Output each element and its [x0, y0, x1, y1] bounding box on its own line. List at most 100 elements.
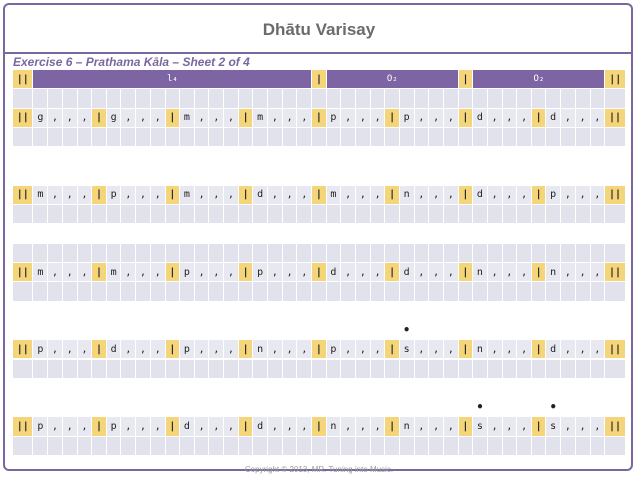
swara-cell: , — [268, 263, 283, 283]
spacer-cell — [77, 378, 93, 399]
swara-cell: , — [297, 340, 313, 360]
tala-anga-header: O₂ — [326, 70, 459, 90]
swara-cell: , — [502, 417, 518, 437]
empty-cell — [180, 282, 195, 302]
empty-cell — [282, 127, 298, 148]
spacer-cell — [399, 166, 415, 186]
empty-cell — [48, 359, 63, 379]
empty-cell — [165, 205, 180, 225]
empty-cell — [399, 436, 415, 456]
spacer-cell — [268, 147, 283, 167]
empty-cell — [575, 243, 591, 263]
swara-cell: n — [473, 263, 488, 283]
empty-cell — [414, 127, 430, 148]
spacer-cell — [341, 166, 356, 186]
swara-cell: , — [48, 340, 63, 360]
octave-marker-cell — [180, 320, 195, 341]
spacer-cell — [106, 224, 122, 244]
swara-cell: , — [282, 263, 298, 283]
spacer-cell — [341, 301, 356, 321]
octave-marker-cell — [458, 398, 474, 418]
spacer-cell — [121, 224, 137, 244]
swara-cell: , — [209, 263, 225, 283]
spacer-cell — [399, 224, 415, 244]
spacer-cell — [546, 166, 562, 186]
spacer-cell — [370, 378, 386, 399]
octave-marker-cell — [605, 398, 626, 418]
swara-cell: , — [150, 263, 166, 283]
empty-cell — [341, 359, 356, 379]
empty-cell — [238, 243, 254, 263]
octave-marker-cell — [165, 398, 180, 418]
swara-cell: , — [121, 185, 137, 206]
spacer-cell — [106, 378, 122, 399]
spacer-cell — [224, 378, 239, 399]
spacer-cell — [224, 301, 239, 321]
swara-cell: , — [48, 417, 63, 437]
octave-marker-cell — [502, 320, 518, 341]
spacer-cell — [326, 301, 342, 321]
empty-cell — [356, 282, 371, 302]
spacer-cell — [62, 147, 78, 167]
empty-cell — [517, 359, 532, 379]
spacer-cell — [341, 224, 356, 244]
tala-bar: | — [312, 263, 327, 283]
swara-cell: , — [502, 185, 518, 206]
empty-cell — [399, 127, 415, 148]
empty-cell — [48, 243, 63, 263]
octave-marker-cell — [92, 320, 107, 341]
empty-cell — [180, 243, 195, 263]
spacer-cell — [326, 224, 342, 244]
spacer-cell — [13, 224, 34, 244]
spacer-cell — [180, 166, 195, 186]
spacer-cell — [224, 166, 239, 186]
swara-cell: n — [253, 340, 268, 360]
empty-cell — [517, 436, 532, 456]
empty-cell — [106, 127, 122, 148]
swara-cell: , — [194, 263, 210, 283]
octave-marker-cell — [224, 320, 239, 341]
empty-cell — [473, 89, 488, 109]
upper-octave-dot: • — [546, 398, 562, 418]
empty-cell — [429, 127, 444, 148]
tala-bar: | — [458, 417, 474, 437]
empty-cell — [282, 243, 298, 263]
empty-cell — [136, 282, 151, 302]
empty-cell — [487, 282, 503, 302]
empty-cell — [238, 89, 254, 109]
swara-cell: , — [487, 108, 503, 128]
octave-marker-cell — [77, 320, 93, 341]
empty-cell — [62, 282, 78, 302]
spacer-cell — [180, 378, 195, 399]
empty-cell — [77, 89, 93, 109]
tala-bar: || — [605, 185, 626, 206]
swara-cell: , — [356, 340, 371, 360]
empty-cell — [414, 436, 430, 456]
tala-bar: | — [385, 108, 400, 128]
empty-cell — [473, 282, 488, 302]
empty-cell — [575, 127, 591, 148]
empty-cell — [165, 436, 180, 456]
empty-cell — [605, 282, 626, 302]
empty-cell — [532, 282, 547, 302]
spacer-cell — [238, 147, 254, 167]
empty-row — [13, 243, 626, 263]
spacer-cell — [444, 166, 459, 186]
tala-bar: || — [605, 263, 626, 283]
swara-cell: , — [414, 417, 430, 437]
spacer-cell — [487, 301, 503, 321]
octave-marker-cell — [370, 398, 386, 418]
empty-cell — [121, 243, 137, 263]
spacer-cell — [136, 301, 151, 321]
spacer-cell — [444, 301, 459, 321]
spacer-cell — [253, 224, 268, 244]
empty-cell — [561, 89, 576, 109]
spacer-cell — [48, 147, 63, 167]
empty-cell — [312, 127, 327, 148]
swara-cell: , — [341, 417, 356, 437]
empty-cell — [238, 127, 254, 148]
spacer-cell — [546, 378, 562, 399]
empty-cell — [546, 436, 562, 456]
swara-cell: , — [414, 108, 430, 128]
empty-cell — [77, 282, 93, 302]
